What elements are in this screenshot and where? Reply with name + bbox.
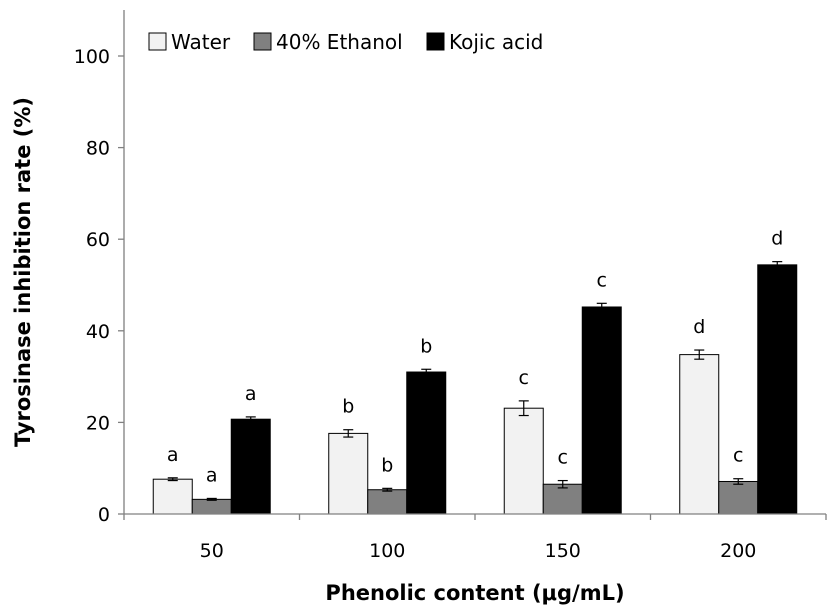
significance-labels-layer: a a a b b b c c c d c d: [167, 228, 783, 487]
bar-40-ethanol-200: [718, 480, 759, 515]
legend-swatch-40-ethanol: [253, 32, 272, 51]
significance-label-40-ethanol-100: b: [381, 454, 393, 476]
bar-40-ethanol-150: [542, 483, 583, 515]
significance-label-water-100: b: [342, 396, 354, 418]
significance-label-40-ethanol-150: c: [558, 447, 568, 469]
x-tick-label-100: 100: [369, 540, 405, 562]
y-tick-label-20: 20: [86, 412, 110, 434]
bar-kojic-acid-200: [757, 264, 798, 515]
legend-label-kojic-acid: Kojic acid: [449, 30, 543, 54]
legend-label-water: Water: [171, 30, 231, 54]
bar-kojic-acid-150: [581, 306, 622, 515]
significance-label-kojic-acid-150: c: [597, 269, 607, 291]
x-ticks-layer: 50 100 150 200: [123, 514, 827, 562]
bar-water-100: [328, 432, 369, 515]
bar-40-ethanol-100: [367, 489, 408, 515]
significance-label-water-50: a: [167, 444, 179, 466]
x-tick-label-150: 150: [545, 540, 581, 562]
legend-swatch-water: [148, 32, 167, 51]
significance-label-water-200: d: [693, 316, 705, 338]
significance-label-kojic-acid-50: a: [245, 383, 257, 405]
significance-label-kojic-acid-200: d: [771, 228, 783, 250]
significance-label-kojic-acid-100: b: [420, 335, 432, 357]
x-tick-label-50: 50: [200, 540, 224, 562]
legend: Water 40% Ethanol Kojic acid: [148, 30, 543, 54]
legend-swatch-kojic-acid: [426, 32, 445, 51]
bar-water-150: [503, 407, 544, 515]
legend-label-40-ethanol: 40% Ethanol: [276, 30, 403, 54]
y-ticks-layer: 0 20 40 60 80 100: [74, 46, 124, 526]
significance-label-water-150: c: [519, 367, 529, 389]
significance-label-40-ethanol-50: a: [206, 464, 218, 486]
x-tick-label-200: 200: [720, 540, 756, 562]
y-tick-label-80: 80: [86, 138, 110, 160]
y-axis-title: Tyrosinase inhibition rate (%): [11, 97, 35, 447]
bar-kojic-acid-50: [230, 418, 271, 515]
y-tick-label-40: 40: [86, 321, 110, 343]
y-tick-label-100: 100: [74, 46, 110, 68]
x-axis-title: Phenolic content (μg/mL): [325, 581, 624, 605]
bar-water-50: [152, 478, 193, 515]
bar-40-ethanol-50: [191, 498, 232, 515]
y-tick-label-60: 60: [86, 229, 110, 251]
y-tick-label-0: 0: [98, 504, 110, 526]
axes-layer: [123, 10, 826, 515]
error-bars-layer: [167, 261, 783, 501]
bar-kojic-acid-100: [406, 371, 447, 515]
bars-layer: [152, 264, 798, 515]
significance-label-40-ethanol-200: c: [733, 445, 743, 467]
bar-water-200: [679, 354, 720, 515]
